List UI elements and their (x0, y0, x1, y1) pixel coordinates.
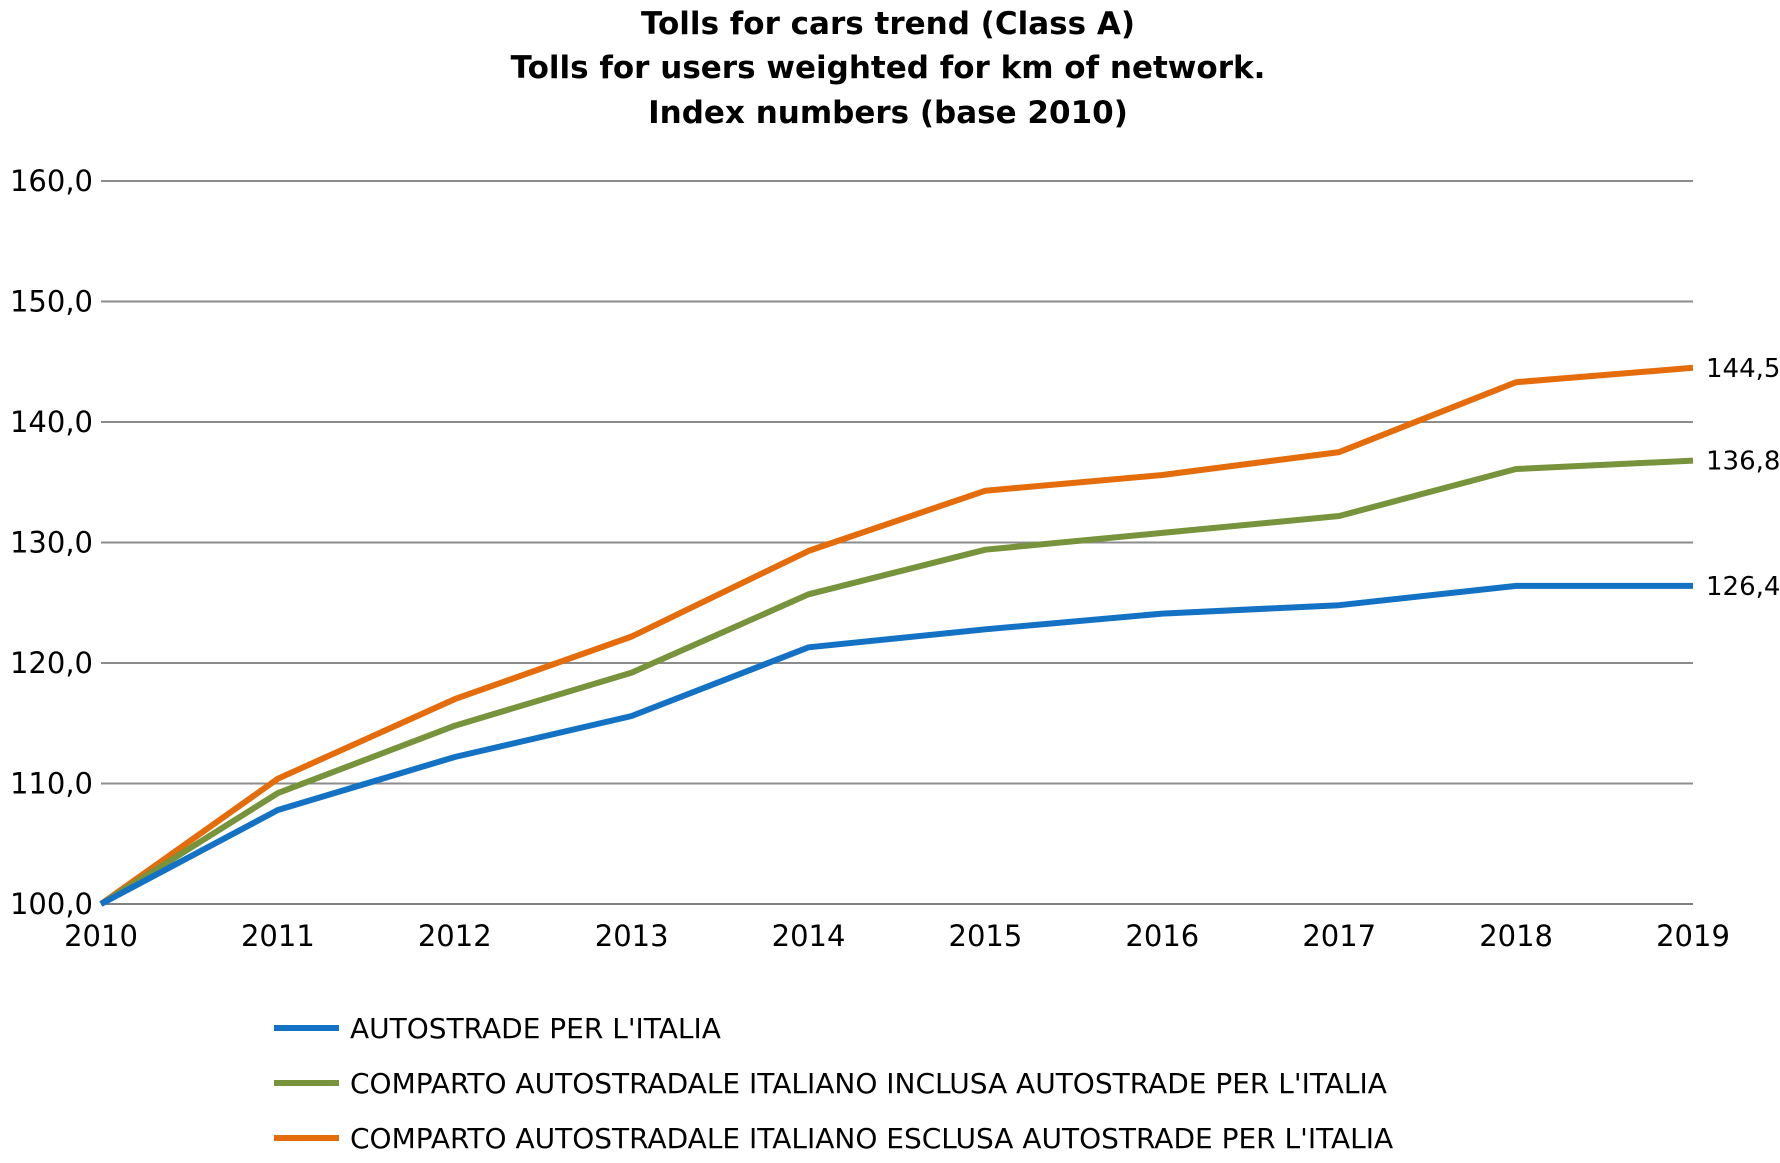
legend-label: COMPARTO AUTOSTRADALE ITALIANO ESCLUSA A… (350, 1122, 1393, 1155)
data-label: 136,8 (1706, 447, 1780, 477)
chart-title-line-3: Index numbers (base 2010) (648, 95, 1128, 131)
series-lines (99, 364, 1694, 907)
series-line (99, 457, 1694, 907)
series-line (99, 582, 1693, 907)
y-tick-label: 100,0 (10, 887, 93, 921)
y-tick-label: 150,0 (10, 285, 93, 319)
end-value-labels: 126,4 136,8 144,5 (1706, 354, 1780, 602)
chart-title-line-1: Tolls for cars trend (Class A) (641, 6, 1135, 42)
legend-label: COMPARTO AUTOSTRADALE ITALIANO INCLUSA A… (350, 1067, 1387, 1100)
x-tick-label: 2019 (1656, 919, 1730, 953)
y-tick-label: 120,0 (10, 646, 93, 680)
x-tick-label: 2013 (595, 919, 669, 953)
y-tick-label: 140,0 (10, 405, 93, 439)
data-label: 126,4 (1706, 572, 1780, 602)
x-axis-ticks: 2010 2011 2012 2013 2014 2015 2016 2017 2018 2019 (64, 919, 1730, 953)
legend: AUTOSTRADE PER L'ITALIA COMPARTO AUTOSTRA… (274, 1012, 1393, 1155)
x-tick-label: 2011 (241, 919, 315, 953)
y-tick-label: 110,0 (10, 767, 93, 801)
x-tick-label: 2016 (1125, 919, 1199, 953)
y-axis-ticks: 100,0 110,0 120,0 130,0 140,0 150,0 160,0 (10, 164, 93, 921)
y-tick-label: 160,0 (10, 164, 93, 198)
series-line (99, 364, 1694, 907)
x-tick-label: 2015 (949, 919, 1023, 953)
chart-title: Tolls for cars trend (Class A) Tolls for… (511, 6, 1266, 131)
legend-label: AUTOSTRADE PER L'ITALIA (350, 1012, 721, 1045)
gridlines (101, 180, 1693, 905)
x-tick-label: 2017 (1302, 919, 1376, 953)
chart-title-line-2: Tolls for users weighted for km of netwo… (511, 50, 1266, 86)
x-tick-label: 2014 (772, 919, 846, 953)
y-tick-label: 130,0 (10, 526, 93, 560)
data-label: 144,5 (1706, 354, 1780, 384)
x-tick-label: 2012 (418, 919, 492, 953)
x-tick-label: 2010 (64, 919, 138, 953)
x-tick-label: 2018 (1479, 919, 1553, 953)
